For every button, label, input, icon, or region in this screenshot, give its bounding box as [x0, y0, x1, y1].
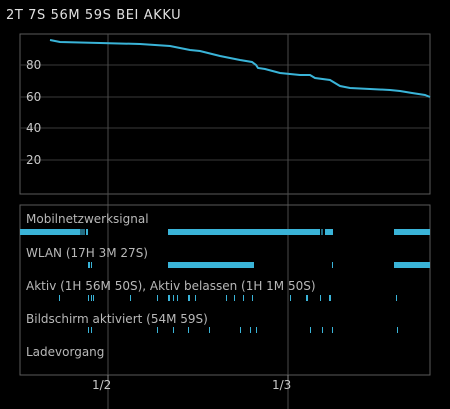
wlan-bars [88, 262, 430, 268]
lane-label-aktiv: Aktiv (1H 56M 50S), Aktiv belassen (1H 1… [26, 279, 316, 293]
lane-label-screen-on: Bildschirm aktiviert (54M 59S) [26, 312, 208, 326]
x-label-day-1: 1/2 [92, 378, 112, 392]
y-label-80: 80 [26, 58, 42, 72]
aktiv-ticks [59, 295, 397, 301]
mobile-signal-bars [20, 229, 430, 235]
y-label-20: 20 [26, 153, 42, 167]
battery-duration-title: 2T 7S 56M 59S BEI AKKU [6, 8, 182, 23]
x-label-day-2: 1/3 [272, 378, 292, 392]
screen-on-ticks [88, 327, 398, 333]
battery-level-line [49, 39, 431, 98]
y-label-60: 60 [26, 90, 42, 104]
lane-label-mobile-signal: Mobilnetzwerksignal [26, 212, 149, 226]
chart-border [19, 33, 431, 195]
lane-label-wlan: WLAN (17H 3M 27S) [26, 246, 148, 260]
lane-label-charging: Ladevorgang [26, 345, 105, 359]
y-label-40: 40 [26, 121, 42, 135]
